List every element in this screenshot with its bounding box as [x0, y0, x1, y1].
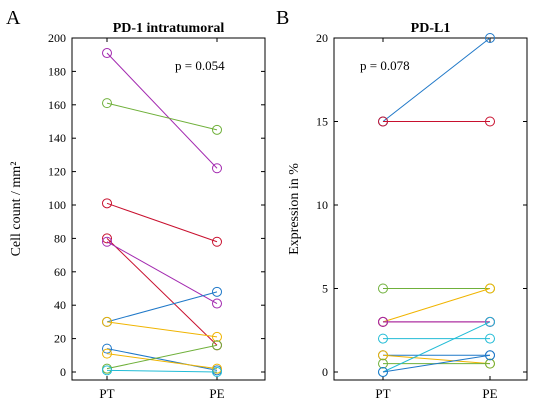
panel-b-axes-box — [333, 37, 528, 381]
panel-a-point-pt — [102, 48, 112, 59]
panel-b-point-pt — [378, 358, 388, 369]
panel-a-annotation: p = 0.054 — [175, 58, 225, 73]
panel-b-point-pt — [378, 350, 388, 361]
panel-b-ytick-label: 5 — [322, 282, 328, 296]
panel-b-point-pe — [485, 350, 495, 361]
panel-b-series-line — [382, 354, 491, 365]
panel-a-point-pe — [212, 340, 222, 351]
panel-a-xtick-label: PE — [209, 386, 224, 401]
panel-a-title: PD-1 intratumoral — [113, 21, 225, 36]
panel-a-ytick-label: 60 — [54, 265, 66, 279]
panel-a-series-line — [106, 348, 218, 371]
panel-b-point-pe — [485, 333, 495, 344]
panel-a-point-pt — [102, 233, 112, 244]
panel-b-point-pe — [485, 316, 495, 327]
panel-a-point-pe — [212, 286, 222, 297]
panel-a-label: A — [6, 7, 21, 29]
panel-b-series-line — [382, 37, 491, 122]
panel-b-label: B — [276, 7, 289, 29]
panel-b-point-pt — [378, 367, 388, 377]
panel-b-title: PD-L1 — [411, 21, 451, 36]
panel-b-series-line — [382, 354, 491, 373]
panel-b-ytick-label: 10 — [316, 198, 328, 212]
panel-a-ytick-label: 200 — [48, 31, 66, 45]
panel-b-point-pt — [378, 116, 388, 127]
panel-b-ylabel: Expression in % — [287, 163, 302, 255]
panel-a-series-line — [106, 238, 218, 346]
panel-a-point-pe — [212, 363, 222, 374]
panel-a-point-pt — [102, 365, 112, 376]
panel-a-point-pt — [102, 98, 112, 109]
panel-a-point-pe — [212, 236, 222, 247]
panel-a-ytick-label: 160 — [48, 98, 66, 112]
panel-a-point-pt — [102, 198, 112, 209]
panel-b-ytick-label: 20 — [316, 31, 328, 45]
panel-b-point-pe — [485, 358, 495, 369]
panel-a-ytick-label: 20 — [54, 332, 66, 346]
panel-a-point-pt — [102, 236, 112, 247]
panel-a-point-pe — [212, 163, 222, 174]
panel-a-ytick-label: 120 — [48, 165, 66, 179]
panel-b-xtick-label: PT — [375, 386, 390, 401]
panel-b-point-pe — [485, 283, 495, 294]
panel-b-point-pt — [378, 283, 388, 294]
panel-a-series-line — [106, 102, 218, 131]
panel-b-point-pt — [378, 333, 388, 344]
panel-a-point-pt — [102, 316, 112, 327]
panel-a-ytick-label: 80 — [54, 231, 66, 245]
panel-a-series-line — [106, 241, 218, 304]
panel-a-point-pt — [102, 348, 112, 359]
panel-a-ylabel: Cell count / mm² — [9, 162, 24, 257]
panel-b-annotation: p = 0.078 — [360, 58, 410, 73]
panel-a-point-pe — [212, 331, 222, 342]
panel-a-ytick-label: 0 — [60, 365, 66, 379]
panel-a-series-line — [106, 321, 218, 338]
panel-a-series-line — [106, 353, 218, 370]
panel-a-point-pt — [102, 343, 112, 354]
panel-b-point-pe — [485, 116, 495, 127]
panel-a-ytick-label: 140 — [48, 131, 66, 145]
panel-a-ytick-label: 180 — [48, 64, 66, 78]
panel-a-xtick-label: PT — [99, 386, 114, 401]
panel-b-ytick-label: 0 — [322, 365, 328, 379]
panel-a-series-line — [106, 52, 218, 169]
panel-b-ytick-label: 15 — [316, 115, 328, 129]
panel-b-xtick-label: PE — [482, 386, 497, 401]
panel-a-point-pe — [212, 124, 222, 135]
panel-b-series-line — [382, 288, 491, 323]
panel-b-point-pt — [378, 316, 388, 327]
panel-a-axes-box — [71, 37, 266, 381]
panel-a-ytick-label: 40 — [54, 298, 66, 312]
panel-b-point-pe — [485, 33, 495, 43]
panel-a-series-line — [106, 202, 218, 243]
panel-a-series-line — [106, 344, 218, 370]
panel-a-point-pe — [212, 298, 222, 309]
panel-a-ytick-label: 100 — [48, 198, 66, 212]
panel-b-series-line — [382, 321, 491, 373]
panel-a-point-pe — [212, 367, 222, 377]
panel-a-series-line — [106, 291, 218, 323]
panel-a-series-line — [106, 369, 218, 373]
